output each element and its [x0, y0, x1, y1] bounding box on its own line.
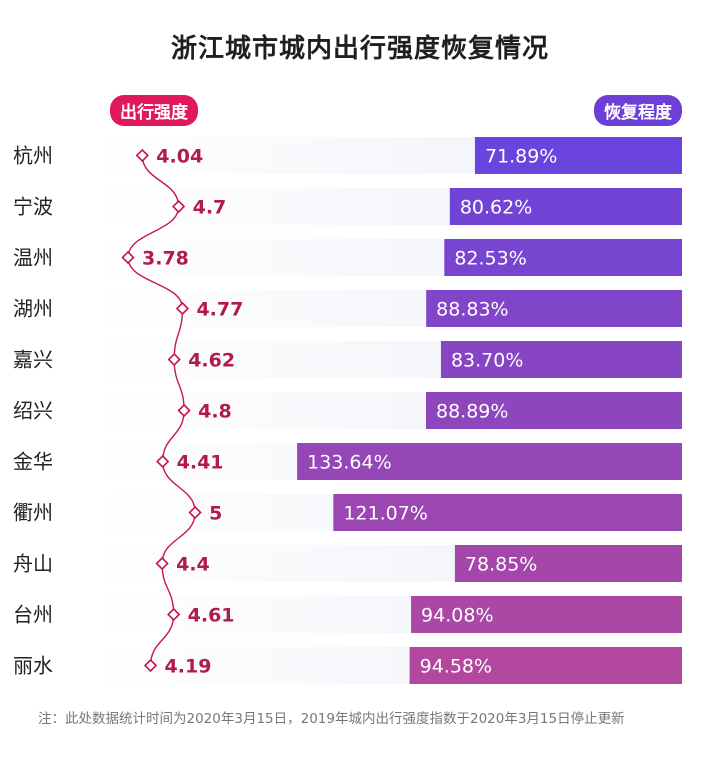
recovery-bar [474, 137, 682, 174]
chart-title: 浙江城市城内出行强度恢复情况 [170, 34, 549, 64]
recovery-value-label: 80.62% [460, 197, 532, 219]
recovery-bar [449, 188, 682, 225]
recovery-value-label: 94.08% [421, 605, 493, 627]
legend-recovery: 恢复程度 [594, 95, 682, 126]
category-label: 台州 [13, 603, 53, 627]
recovery-bar [333, 494, 682, 531]
recovery-value-label: 78.85% [465, 554, 537, 576]
intensity-point [155, 556, 169, 571]
category-label: 衢州 [13, 501, 53, 525]
intensity-value-label: 4.77 [196, 299, 243, 321]
intensity-value-label: 4.19 [165, 656, 212, 678]
intensity-value-label: 4.62 [188, 350, 235, 372]
recovery-value-label: 83.70% [451, 350, 523, 372]
category-label: 嘉兴 [13, 348, 53, 372]
intensity-value-label: 4.8 [198, 401, 232, 423]
recovery-bar [297, 443, 682, 480]
intensity-value-label: 3.78 [142, 248, 189, 270]
recovery-value-label: 71.89% [485, 146, 557, 168]
recovery-bar [444, 239, 682, 276]
intensity-point [175, 301, 190, 316]
recovery-value-label: 133.64% [307, 452, 392, 474]
intensity-point [135, 148, 149, 163]
footnote: 注：此处数据统计时间为2020年3月15日，2019年城内出行强度指数于2020… [38, 711, 625, 727]
intensity-value-label: 4.4 [176, 554, 210, 576]
intensity-point [167, 607, 181, 622]
recovery-value-label: 88.83% [436, 299, 508, 321]
legend-intensity: 出行强度 [110, 95, 198, 126]
recovery-bar [425, 392, 682, 429]
intensity-value-label: 4.41 [177, 452, 224, 474]
category-label: 宁波 [13, 195, 53, 219]
category-label: 金华 [13, 450, 53, 474]
category-label: 杭州 [13, 144, 53, 168]
intensity-point [167, 352, 181, 367]
category-label: 湖州 [13, 297, 53, 321]
intensity-point [143, 658, 158, 673]
intensity-value-label: 5 [209, 503, 222, 525]
recovery-bar [426, 290, 682, 327]
category-label: 温州 [13, 246, 53, 270]
intensity-point [177, 403, 191, 418]
intensity-point [188, 505, 202, 520]
recovery-value-label: 121.07% [343, 503, 428, 525]
intensity-point [171, 199, 186, 214]
recovery-bar [440, 341, 682, 378]
recovery-bar [411, 596, 682, 633]
category-label: 丽水 [13, 654, 53, 678]
intensity-value-label: 4.7 [193, 197, 227, 219]
intensity-value-label: 4.04 [156, 146, 203, 168]
recovery-value-label: 94.58% [420, 656, 492, 678]
recovery-value-label: 88.89% [436, 401, 508, 423]
recovery-bar [409, 647, 682, 684]
intensity-value-label: 4.61 [188, 605, 235, 627]
recovery-bar [454, 545, 682, 582]
recovery-value-label: 82.53% [454, 248, 526, 270]
intensity-point [156, 454, 170, 469]
category-label: 绍兴 [13, 399, 53, 423]
category-label: 舟山 [13, 552, 53, 576]
intensity-point [121, 250, 135, 265]
